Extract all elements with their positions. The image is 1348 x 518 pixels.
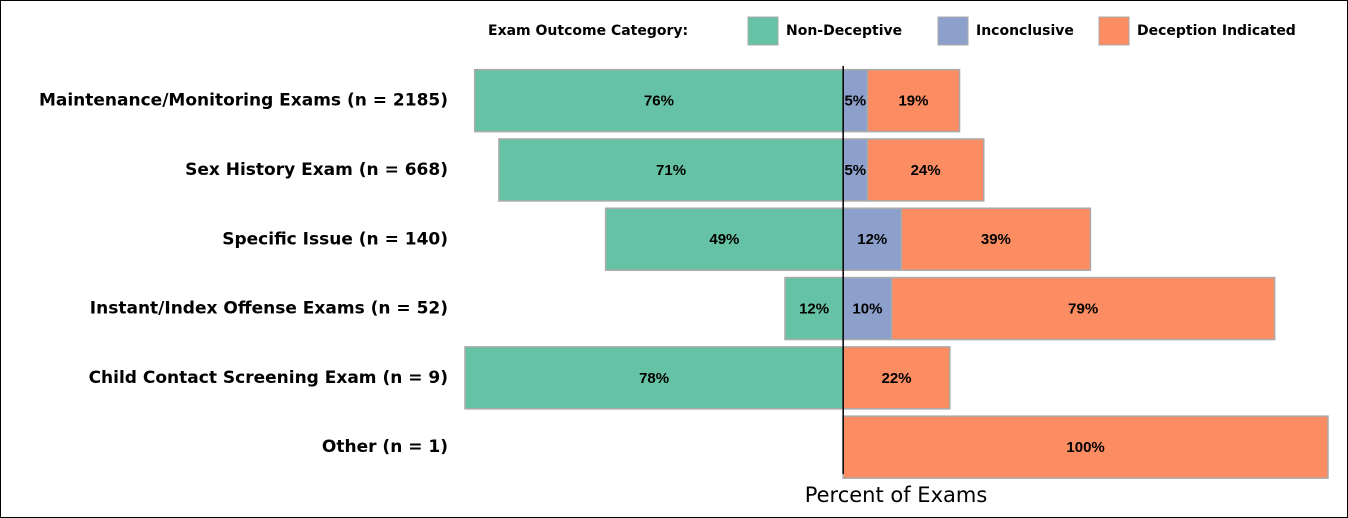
bar-segment <box>900 207 1092 271</box>
bar-segment <box>842 276 893 341</box>
value-label: 5% <box>844 162 866 179</box>
legend-swatch <box>747 16 779 46</box>
category-label: Instant/Index Offense Exams (n = 52) <box>90 299 448 319</box>
bar-segment <box>890 276 1276 341</box>
value-label: 22% <box>881 370 911 387</box>
value-label: 12% <box>799 301 829 318</box>
value-label: 79% <box>1068 301 1098 318</box>
value-label: 19% <box>898 93 928 110</box>
bar-segment <box>604 207 844 271</box>
category-label: Other (n = 1) <box>322 437 448 457</box>
value-label: 5% <box>844 93 866 110</box>
value-label: 76% <box>644 93 674 110</box>
category-label: Specific Issue (n = 140) <box>222 229 448 249</box>
category-label: Sex History Exam (n = 668) <box>185 160 448 180</box>
bar-segment <box>464 346 844 410</box>
bar-segment <box>866 138 985 202</box>
value-label: 71% <box>656 162 686 179</box>
legend-label: Inconclusive <box>976 23 1074 39</box>
value-label: 12% <box>857 231 887 248</box>
bar-segment <box>866 68 961 133</box>
value-label: 100% <box>1066 439 1104 456</box>
value-label: 24% <box>911 162 941 179</box>
bar-segment <box>842 346 951 410</box>
legend-swatch <box>937 16 969 46</box>
bar-segment <box>498 138 844 202</box>
legend-label: Non-Deceptive <box>786 23 902 39</box>
category-label: Maintenance/Monitoring Exams (n = 2185) <box>39 91 448 111</box>
bar-segment <box>842 68 869 133</box>
x-axis-label: Percent of Exams <box>805 483 988 507</box>
value-label: 39% <box>981 231 1011 248</box>
bar-segment <box>473 68 844 133</box>
value-label: 49% <box>709 231 739 248</box>
legend-label: Deception Indicated <box>1137 23 1296 39</box>
legend-title: Exam Outcome Category: <box>488 23 688 39</box>
value-label: 10% <box>852 301 882 318</box>
value-label: 78% <box>639 370 669 387</box>
legend-swatch <box>1098 16 1130 46</box>
category-label: Child Contact Screening Exam (n = 9) <box>89 368 448 388</box>
